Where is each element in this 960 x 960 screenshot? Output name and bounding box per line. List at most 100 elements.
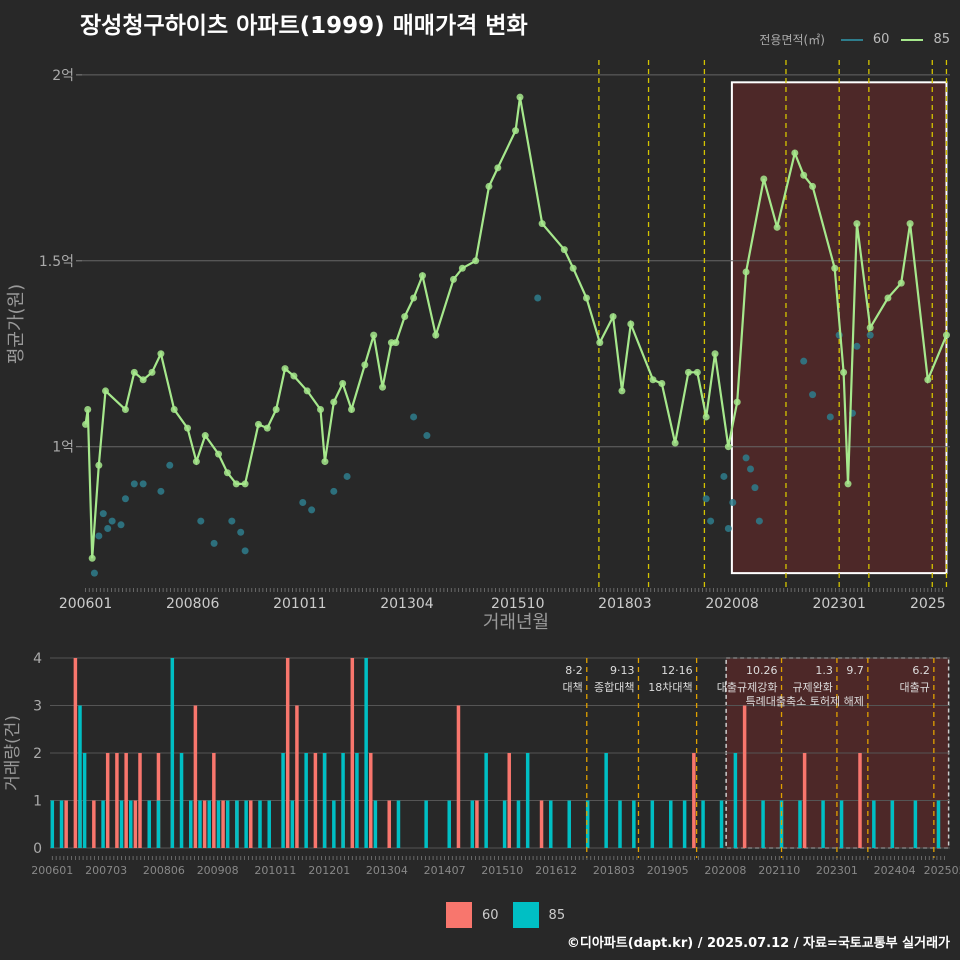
data-point-85 bbox=[392, 339, 400, 347]
data-point-85 bbox=[263, 424, 271, 432]
legend-box-60 bbox=[446, 902, 472, 928]
bar-85 bbox=[890, 800, 895, 848]
y-tick-label: 1.5억 bbox=[39, 254, 74, 270]
bar-85 bbox=[719, 800, 724, 848]
bar-85 bbox=[798, 800, 802, 848]
data-point-60 bbox=[720, 472, 728, 480]
data-point-60 bbox=[241, 547, 249, 555]
data-point-85 bbox=[693, 368, 701, 376]
bar-60 bbox=[507, 753, 511, 848]
chart-title: 장성청구하이츠 아파트(1999) 매매가격 변화 bbox=[80, 13, 528, 39]
data-point-60 bbox=[95, 532, 103, 540]
bar-60 bbox=[73, 658, 78, 848]
bar-60 bbox=[212, 753, 216, 848]
legend-bottom-label-85: 85 bbox=[548, 907, 566, 923]
bar-85 bbox=[216, 800, 221, 848]
data-point-85 bbox=[458, 264, 466, 272]
data-point-60 bbox=[866, 331, 874, 339]
bar-x-tick-label: 200806 bbox=[143, 864, 185, 877]
data-point-60 bbox=[809, 391, 817, 399]
bar-85 bbox=[364, 658, 368, 848]
legend-bottom-label-60: 60 bbox=[482, 907, 499, 923]
bar-85 bbox=[50, 800, 55, 848]
legend-label-85: 85 bbox=[933, 32, 950, 47]
bar-85 bbox=[447, 800, 451, 848]
data-point-85 bbox=[866, 324, 874, 332]
bar-60 bbox=[802, 753, 807, 848]
bar-85 bbox=[913, 800, 918, 848]
bar-60 bbox=[249, 800, 253, 848]
data-point-60 bbox=[755, 517, 763, 525]
bar-85 bbox=[258, 800, 262, 848]
data-point-85 bbox=[184, 424, 192, 432]
data-point-85 bbox=[330, 398, 338, 406]
data-point-85 bbox=[800, 171, 808, 179]
data-point-60 bbox=[117, 521, 125, 529]
bottom-legend: 60 85 bbox=[446, 902, 565, 928]
data-point-85 bbox=[897, 279, 905, 287]
bar-y-tick-label: 4 bbox=[33, 651, 42, 667]
data-point-85 bbox=[742, 268, 750, 276]
data-point-85 bbox=[101, 387, 109, 395]
bar-x-tick-label: 202404 bbox=[874, 864, 916, 877]
data-point-85 bbox=[361, 361, 369, 369]
bar-85 bbox=[761, 800, 765, 848]
bar-60 bbox=[742, 705, 747, 848]
bar-85 bbox=[373, 800, 378, 848]
bar-85 bbox=[682, 800, 687, 848]
bar-y-tick-label: 2 bbox=[33, 746, 42, 762]
legend-title: 전용면적(㎡) bbox=[759, 33, 825, 47]
data-point-60 bbox=[90, 569, 98, 577]
data-point-85 bbox=[192, 458, 200, 466]
data-point-85 bbox=[809, 182, 817, 190]
annotation-date: 9·13 bbox=[610, 664, 635, 677]
bar-85 bbox=[129, 800, 133, 848]
data-point-85 bbox=[671, 439, 679, 447]
bar-85 bbox=[156, 800, 161, 848]
annotation-date: 1.3 bbox=[815, 664, 833, 677]
bar-60 bbox=[858, 753, 862, 848]
x-tick-label: 200601 bbox=[59, 596, 112, 612]
annotation-label: 18차대책 bbox=[648, 681, 692, 694]
bar-85 bbox=[198, 800, 202, 848]
source-caption: ©디아파트(dapt.kr) / 2025.07.12 / 자료=국토교통부 실… bbox=[566, 936, 950, 951]
bar-x-tick-label: 202110 bbox=[758, 864, 800, 877]
data-point-85 bbox=[831, 264, 839, 272]
data-point-60 bbox=[157, 487, 165, 495]
data-point-60 bbox=[702, 495, 710, 503]
bar-85 bbox=[82, 753, 87, 848]
bar-60 bbox=[115, 753, 119, 848]
bar-x-tick-label: 201905 bbox=[647, 864, 689, 877]
annotation-date: 9.7 bbox=[846, 664, 864, 677]
data-point-85 bbox=[649, 376, 657, 384]
data-point-85 bbox=[884, 294, 892, 302]
data-point-60 bbox=[99, 510, 107, 518]
annotation-label: 특례대출축소 토허제 해제 bbox=[746, 694, 864, 708]
bar-85 bbox=[225, 800, 230, 848]
bar-85 bbox=[567, 800, 571, 848]
bar-85 bbox=[701, 800, 705, 848]
bar-x-tick-label: 202008 bbox=[704, 864, 746, 877]
data-point-85 bbox=[942, 331, 950, 339]
bar-85 bbox=[78, 705, 82, 848]
data-point-85 bbox=[512, 127, 520, 135]
bar-85 bbox=[821, 800, 825, 848]
bar-60 bbox=[456, 705, 461, 848]
data-point-85 bbox=[201, 432, 209, 440]
bar-85 bbox=[281, 753, 285, 848]
data-point-60 bbox=[210, 539, 218, 547]
data-point-85 bbox=[582, 294, 590, 302]
bar-85 bbox=[179, 753, 184, 848]
bar-85 bbox=[332, 800, 336, 848]
bar-60 bbox=[369, 753, 373, 848]
x-tick-label: 202008 bbox=[705, 596, 758, 612]
bar-60 bbox=[295, 705, 299, 848]
data-point-60 bbox=[724, 525, 732, 533]
bar-60 bbox=[387, 800, 391, 848]
bar-60 bbox=[202, 800, 207, 848]
series-line-85 bbox=[84, 97, 948, 559]
data-point-85 bbox=[379, 383, 387, 391]
bar-85 bbox=[119, 800, 124, 848]
bar-85 bbox=[322, 753, 327, 848]
bar-85 bbox=[355, 753, 359, 848]
